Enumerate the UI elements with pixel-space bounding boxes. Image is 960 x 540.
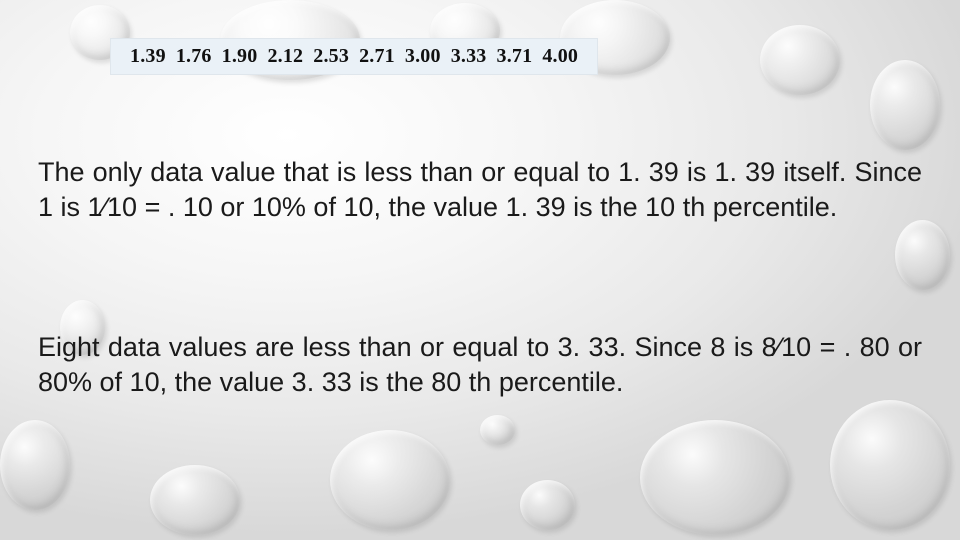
waterdrop-icon	[870, 60, 940, 150]
data-value: 2.71	[359, 45, 395, 68]
data-value: 1.90	[222, 45, 258, 68]
waterdrop-icon	[895, 220, 950, 290]
waterdrop-icon	[150, 465, 240, 535]
waterdrop-icon	[640, 420, 790, 535]
paragraph-2: Eight data values are less than or equal…	[38, 330, 922, 399]
data-value: 2.12	[267, 45, 303, 68]
slide: 1.39 1.76 1.90 2.12 2.53 2.71 3.00 3.33 3.71 4.00…	[0, 0, 960, 540]
waterdrop-icon	[0, 420, 70, 510]
data-value: 2.53	[313, 45, 349, 68]
data-value: 3.71	[497, 45, 533, 68]
waterdrop-icon	[520, 480, 575, 530]
paragraph-1: The only data value that is less than or…	[38, 155, 922, 224]
data-value: 3.00	[405, 45, 441, 68]
data-values-row: 1.39 1.76 1.90 2.12 2.53 2.71 3.00 3.33 3.71 4.00	[125, 45, 583, 68]
data-value: 4.00	[542, 45, 578, 68]
waterdrop-icon	[760, 25, 840, 95]
data-value: 1.76	[176, 45, 212, 68]
data-values-box: 1.39 1.76 1.90 2.12 2.53 2.71 3.00 3.33 3.71 4.00	[110, 38, 598, 75]
data-value: 3.33	[451, 45, 487, 68]
waterdrop-icon	[830, 400, 950, 530]
waterdrop-icon	[480, 415, 515, 445]
waterdrop-icon	[330, 430, 450, 530]
data-value: 1.39	[130, 45, 166, 68]
